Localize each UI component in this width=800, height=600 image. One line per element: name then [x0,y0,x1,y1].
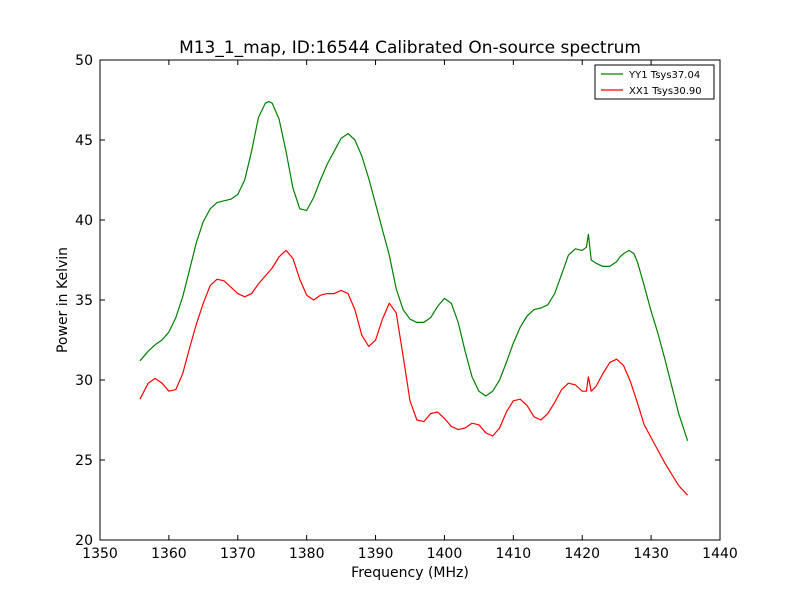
legend: YY1 Tsys37.04 XX1 Tsys30.90 [594,64,715,100]
x-tick-label: 1440 [702,546,738,562]
x-tick-label: 1430 [633,546,669,562]
x-tick-label: 1410 [496,546,532,562]
y-tick-label: 45 [75,133,93,149]
legend-label: XX1 Tsys30.90 [629,86,702,97]
legend-label: YY1 Tsys37.04 [628,70,700,81]
series-line [139,249,689,496]
y-tick-label: 20 [75,533,93,549]
y-axis-label: Power in Kelvin [55,247,71,353]
series-lines [139,100,689,496]
plot-area [99,59,721,541]
x-tick-label: 1360 [151,546,187,562]
y-tick-label: 30 [75,373,93,389]
axis-ticks: 1350 1360 1370 1380 1390 1400 1410 1420 1430 1440… [75,53,738,562]
x-tick-label: 1350 [82,546,118,562]
x-tick-label: 1380 [289,546,325,562]
y-tick-label: 25 [75,453,93,469]
y-tick-label: 35 [75,293,93,309]
series-line [139,100,689,441]
legend-box [594,64,715,100]
x-tick-label: 1390 [358,546,394,562]
x-axis-label: Frequency (MHz) [351,565,469,581]
y-tick-label: 40 [75,213,93,229]
x-tick-label: 1370 [220,546,256,562]
x-tick-label: 1400 [427,546,463,562]
chart-title: M13_1_map, ID:16544 Calibrated On-source… [179,38,641,58]
x-tick-label: 1420 [564,546,600,562]
y-tick-label: 50 [75,53,93,69]
